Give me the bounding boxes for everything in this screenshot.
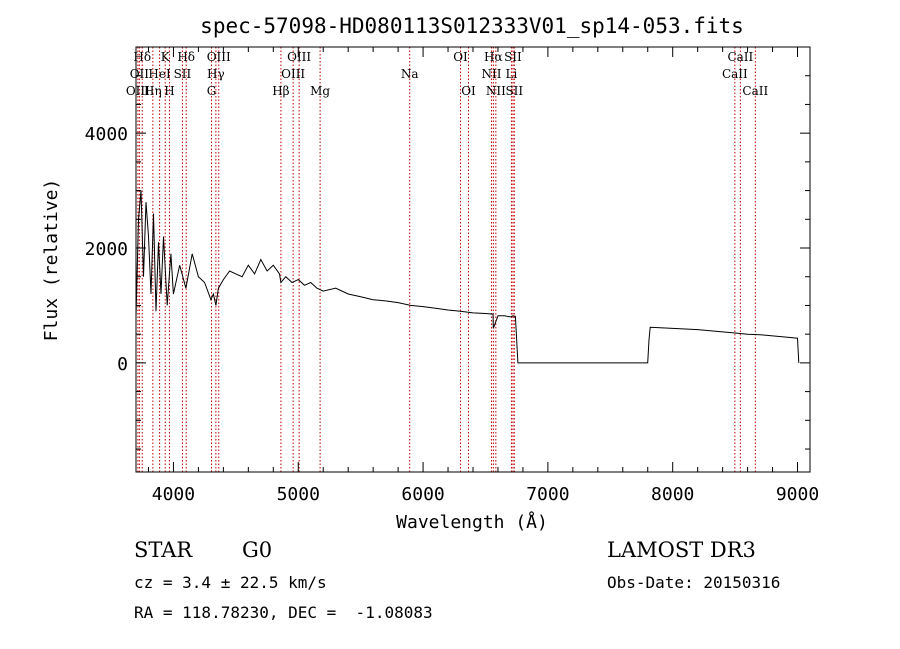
- y-axis-label: Flux (relative): [41, 179, 62, 342]
- line-label-26: SII: [505, 84, 523, 98]
- redshift-readout: cz = 3.4 ± 22.5 km/s: [134, 573, 327, 592]
- x-axis-label: Wavelength (Å): [396, 511, 548, 533]
- x-tick-label-1: 5000: [277, 484, 320, 505]
- object-subclass: G0: [242, 538, 273, 562]
- line-label-9: OII: [130, 67, 150, 81]
- x-tick-label-4: 8000: [651, 484, 694, 505]
- line-label-20: H: [164, 84, 174, 98]
- line-label-4: OIII: [287, 50, 311, 64]
- x-axis: 4000 5000 6000 7000 8000 9000: [147, 47, 819, 505]
- line-label-11: SII: [174, 67, 192, 81]
- line-label-5: OI: [453, 50, 468, 64]
- line-label-25: NII: [486, 84, 506, 98]
- line-label-2: Hδ: [177, 50, 195, 64]
- emission-line-markers: [137, 47, 756, 472]
- line-label-16: Li: [506, 67, 518, 81]
- plot-frame: [135, 46, 811, 473]
- line-label-3: OIII: [207, 50, 231, 64]
- spectrum-series: [135, 190, 800, 364]
- line-label-19: Hη: [144, 84, 162, 98]
- line-label-22: Hβ: [272, 84, 289, 98]
- line-label-17: CaII: [722, 67, 748, 81]
- y-tick-label-1: 2000: [85, 239, 128, 260]
- line-label-1: K: [161, 50, 171, 64]
- x-tick-label-5: 9000: [776, 484, 819, 505]
- x-tick-label-0: 4000: [152, 484, 195, 505]
- line-label-18: OIII: [126, 84, 150, 98]
- line-label-27: CaII: [742, 84, 768, 98]
- line-label-21: G: [207, 84, 217, 98]
- coordinates-readout: RA = 118.78230, DEC = -1.08083: [134, 603, 433, 622]
- line-label-10: HeI: [148, 67, 171, 81]
- object-type: STAR: [134, 538, 193, 562]
- x-tick-label-3: 7000: [526, 484, 569, 505]
- y-axis: 0 2000 4000: [85, 75, 810, 450]
- observation-date: Obs-Date: 20150316: [607, 573, 781, 592]
- line-label-24: OI: [461, 84, 476, 98]
- line-label-23: Mg: [310, 84, 330, 98]
- line-label-8: CaII: [727, 50, 753, 64]
- line-label-6: Hα: [484, 50, 503, 64]
- line-label-7: SII: [504, 50, 522, 64]
- line-label-14: Na: [401, 67, 419, 81]
- survey-name: LAMOST DR3: [607, 538, 756, 562]
- line-label-0: Hδ: [133, 50, 151, 64]
- line-label-13: OIII: [281, 67, 305, 81]
- x-tick-label-2: 6000: [401, 484, 444, 505]
- line-label-15: NII: [481, 67, 501, 81]
- chart-title: spec-57098-HD080113S012333V01_sp14-053.f…: [200, 14, 744, 38]
- line-label-12: Hγ: [207, 67, 225, 81]
- y-tick-label-0: 0: [117, 354, 128, 375]
- spectrum-line: [135, 190, 800, 364]
- y-tick-label-2: 4000: [85, 124, 128, 145]
